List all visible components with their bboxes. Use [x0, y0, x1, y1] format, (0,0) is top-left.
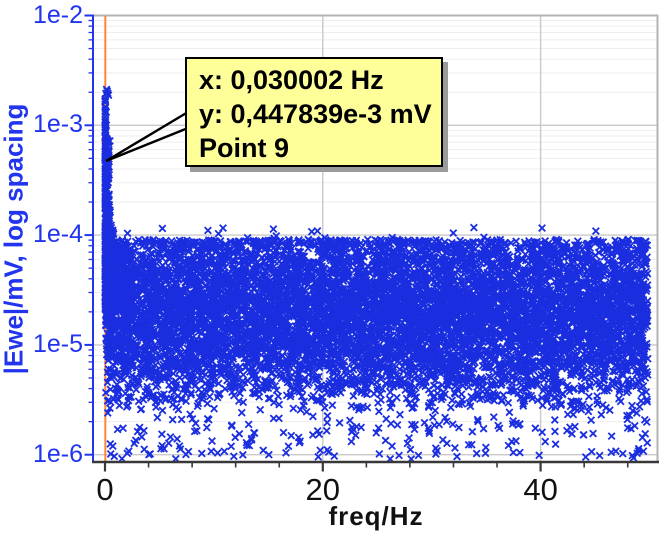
y-tick-label: 1e-4 — [32, 220, 83, 249]
x-axis-title: freq/Hz — [328, 501, 424, 531]
y-tick-label: 1e-2 — [32, 0, 83, 29]
y-tick-label: 1e-6 — [32, 439, 83, 468]
y-tick-label: 1e-5 — [32, 329, 83, 358]
tooltip-x-value: x: 0,030002 Hz — [199, 65, 384, 95]
cursor-tooltip[interactable]: x: 0,030002 Hz y: 0,447839e-3 mV Point 9 — [185, 57, 443, 167]
x-tick-label: 40 — [523, 472, 558, 507]
x-tick-label: 0 — [96, 472, 114, 507]
tooltip-point-label: Point 9 — [199, 133, 290, 163]
y-tick-label: 1e-3 — [32, 110, 83, 139]
x-tick-label: 20 — [305, 472, 341, 507]
tooltip-y-value: y: 0,447839e-3 mV — [199, 99, 432, 129]
